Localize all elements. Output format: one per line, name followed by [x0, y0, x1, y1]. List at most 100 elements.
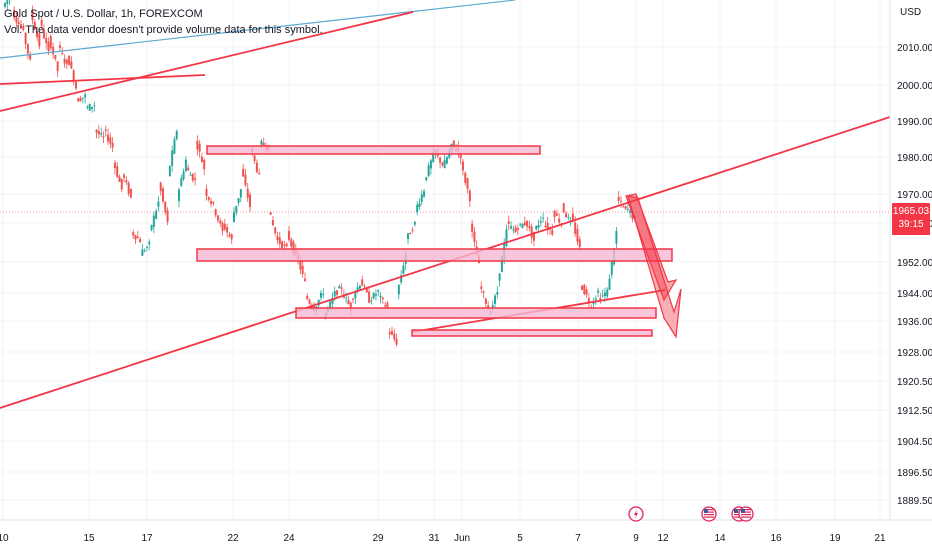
- lightning-glyph: [634, 509, 638, 519]
- candle-body: [558, 218, 561, 223]
- red-resistance-line: [0, 74, 206, 85]
- candle-body: [441, 162, 444, 166]
- candle-body: [97, 131, 100, 135]
- candle-body: [210, 201, 213, 204]
- candle-body: [445, 157, 448, 164]
- candle-body: [74, 81, 77, 89]
- candle-body: [271, 220, 274, 226]
- candle-body: [127, 183, 130, 194]
- candle-body: [54, 55, 57, 59]
- candle-body: [285, 243, 288, 247]
- candle-body: [459, 152, 462, 159]
- candle-body: [617, 196, 620, 201]
- candle-body: [439, 157, 442, 163]
- candle-body: [597, 290, 600, 293]
- candle-body: [347, 300, 350, 305]
- candle-body: [322, 293, 325, 295]
- candle-body: [221, 222, 224, 231]
- candle-body: [255, 162, 258, 173]
- candle-body: [555, 213, 558, 216]
- candle-body: [356, 287, 359, 292]
- candle-body: [157, 201, 160, 207]
- x-tick-label: Jun: [454, 533, 470, 544]
- x-tick-label: 7: [575, 533, 581, 544]
- symbol-title[interactable]: Gold Spot / U.S. Dollar, 1h, FOREXCOM: [4, 8, 203, 20]
- last-price: 1965.03: [892, 206, 930, 217]
- candle-body: [427, 165, 430, 177]
- candle-body: [530, 226, 533, 238]
- candle-body: [226, 226, 229, 233]
- candle-body: [581, 285, 584, 290]
- candle-body: [363, 285, 366, 287]
- flag-stripe: [704, 509, 714, 511]
- candle-body: [178, 189, 181, 202]
- candle-body: [287, 230, 290, 240]
- candle-body: [537, 225, 540, 228]
- candle-body: [61, 52, 64, 54]
- us-flag-icon[interactable]: [738, 506, 754, 522]
- event-markers[interactable]: [628, 506, 754, 522]
- candle-body: [379, 296, 382, 298]
- flag-stripe: [734, 509, 744, 511]
- candle-body: [262, 142, 265, 146]
- flag-canton: [741, 509, 745, 513]
- candle-body: [77, 98, 80, 102]
- candle-body: [317, 299, 320, 306]
- bar-countdown: 39:15: [898, 219, 924, 230]
- currency-label: USD: [900, 7, 921, 18]
- x-tick-label: 9: [633, 533, 639, 544]
- us-flag-icon[interactable]: [701, 506, 717, 522]
- candle-body: [162, 188, 164, 202]
- time-axis[interactable]: 10 15 17 22 24 29 31 Jun 5 7 9 12 14 16 19 21: [0, 533, 886, 544]
- candle-body: [100, 133, 103, 135]
- candle-body: [6, 0, 9, 4]
- candle-body: [171, 150, 174, 166]
- candle-body: [184, 159, 187, 172]
- candle-body: [377, 290, 380, 292]
- candle-body: [384, 305, 387, 307]
- candle-body: [500, 255, 503, 272]
- candle-body: [79, 98, 82, 101]
- candle-body: [290, 239, 293, 247]
- candle-body: [113, 162, 116, 169]
- candle-body: [400, 275, 403, 283]
- support-resistance-zone: [411, 329, 653, 337]
- candle-body: [546, 222, 549, 230]
- y-tick-label: 1889.50: [897, 496, 932, 507]
- candle-body: [484, 298, 487, 305]
- support-resistance-zone: [196, 248, 673, 262]
- candle-body: [274, 227, 277, 234]
- candle-body: [374, 294, 377, 296]
- candle-body: [278, 237, 281, 244]
- candle-body: [180, 178, 183, 187]
- candle-body: [281, 241, 284, 249]
- candle-body: [292, 241, 295, 255]
- candle-body: [70, 61, 73, 69]
- candle-body: [175, 131, 178, 140]
- candle-body: [452, 140, 455, 146]
- candle-body: [583, 284, 586, 295]
- x-tick-label: 17: [141, 533, 153, 544]
- candle-body: [542, 217, 545, 219]
- candle-body: [526, 220, 529, 227]
- candle-body: [15, 17, 18, 23]
- candle-body: [253, 155, 256, 161]
- candle-body: [58, 45, 61, 48]
- candle-body: [159, 182, 162, 192]
- candle-body: [107, 134, 110, 142]
- candle-body: [413, 221, 416, 225]
- chart-drawings[interactable]: [0, 0, 891, 409]
- candle-body: [17, 22, 20, 25]
- candle-body: [189, 174, 192, 176]
- candle-body: [507, 221, 510, 224]
- candle-body: [155, 210, 158, 219]
- candle-body: [514, 227, 517, 233]
- flag-canton: [704, 509, 708, 513]
- candle-body: [491, 305, 494, 308]
- candle-body: [594, 298, 597, 301]
- candlesticks: [4, 0, 636, 347]
- y-tick-label: 2000.00: [897, 81, 932, 92]
- lightning-icon[interactable]: [628, 506, 644, 522]
- candle-body: [20, 24, 23, 28]
